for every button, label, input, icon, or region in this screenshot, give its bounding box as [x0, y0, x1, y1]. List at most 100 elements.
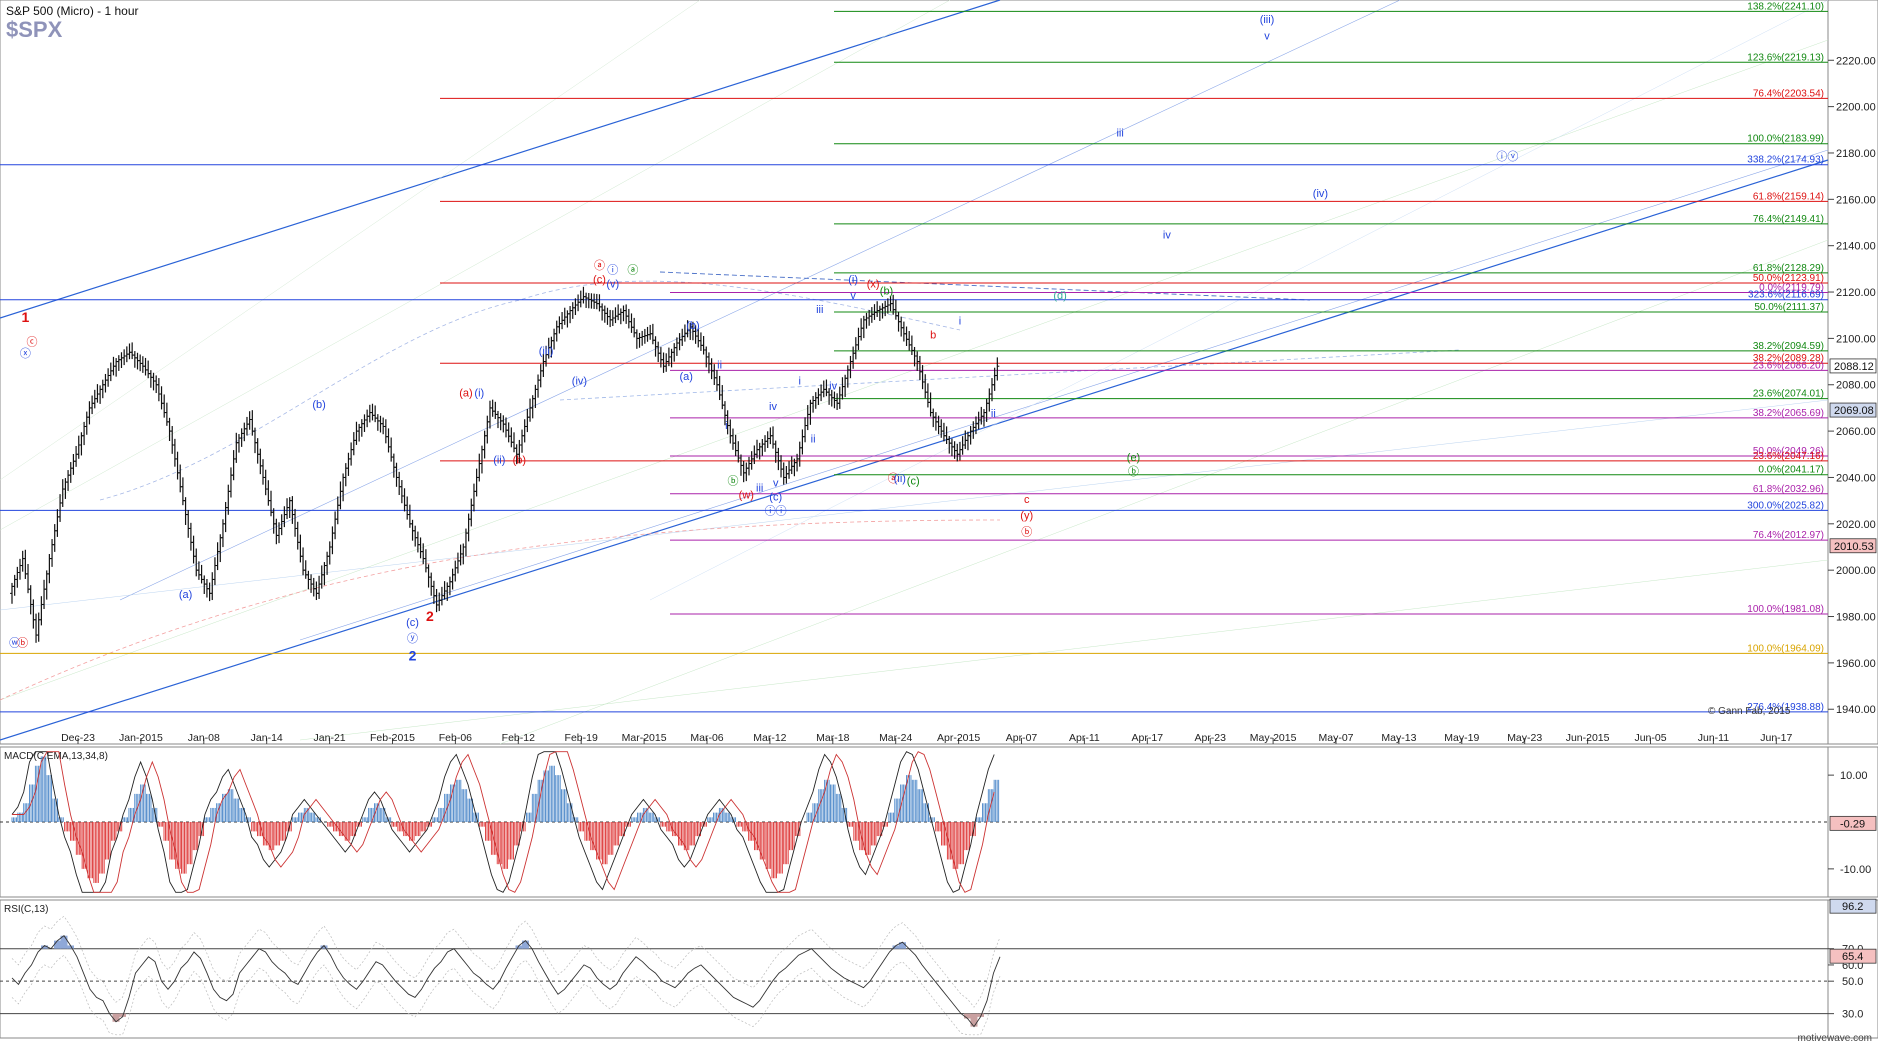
wave-label: (iv): [1313, 188, 1328, 200]
price-tick-label: 2100.00: [1836, 333, 1876, 345]
time-tick-label: May-23: [1507, 732, 1542, 744]
wave-label: (b): [312, 399, 325, 411]
wave-label: iv: [769, 401, 777, 413]
wave-label: (v): [606, 278, 619, 290]
time-tick-label: Apr-23: [1194, 732, 1226, 744]
price-tick-label: 2180.00: [1836, 148, 1876, 160]
time-tick-label: Jan-2015: [119, 732, 163, 744]
watermark: motivewave.com: [1797, 1033, 1872, 1044]
rsi-panel[interactable]: [0, 899, 1829, 1039]
wave-label: iii: [1116, 128, 1123, 140]
price-tick-label: 2040.00: [1836, 472, 1876, 484]
time-tick-label: Dec-23: [61, 732, 95, 744]
wave-label: (c): [593, 274, 606, 286]
fib-level-label: 23.6%(2086.20): [1753, 360, 1824, 371]
macd-title: MACD(C,EMA,13,34,8): [4, 751, 108, 762]
fib-level-label: 76.4%(2203.54): [1753, 88, 1824, 99]
time-tick-label: Mar-18: [816, 732, 849, 744]
trend-line: [659, 271, 1311, 301]
price-axis-box-label: 2088.12: [1834, 361, 1874, 373]
wave-label: (ii): [493, 455, 505, 467]
fib-level-label: 61.8%(2159.14): [1753, 191, 1824, 202]
time-tick-label: Jan-08: [188, 732, 220, 744]
wave-label: ⓐ: [627, 263, 638, 276]
fib-level-label: 76.4%(2149.41): [1753, 214, 1824, 225]
wave-label: 1: [21, 309, 29, 325]
wave-label: i: [799, 376, 801, 388]
chart-symbol: $SPX: [6, 17, 63, 42]
time-tick-label: Jun-05: [1634, 732, 1666, 744]
rsi-band-upper: [11, 915, 1001, 1008]
wave-label: ⓘ: [607, 263, 618, 276]
time-tick-label: May-07: [1318, 732, 1353, 744]
trend-line: [499, 239, 1829, 745]
wave-label: ⓘⓥ: [1496, 150, 1518, 163]
wave-label: (ii): [894, 473, 906, 485]
fib-level-label: 0.0%(2119.79): [1759, 283, 1824, 294]
wave-label: b: [930, 329, 936, 341]
wave-label: iv: [829, 380, 837, 392]
wave-label: c: [1024, 494, 1030, 506]
price-panel[interactable]: [0, 0, 1829, 745]
time-tick-label: Jan-21: [314, 732, 346, 744]
wave-label: (b): [513, 455, 526, 467]
macd-line: [11, 751, 995, 893]
price-tick-label: 2120.00: [1836, 287, 1876, 299]
wave-label: (e): [1127, 452, 1140, 464]
rsi-title: RSI(C,13): [4, 904, 48, 915]
time-tick-label: Feb-19: [565, 732, 598, 744]
fib-level-label: 100.0%(2183.99): [1747, 134, 1824, 145]
chart-title: S&P 500 (Micro) - 1 hour: [6, 4, 139, 18]
wave-label: 2: [426, 608, 434, 624]
time-tick-label: May-2015: [1250, 732, 1297, 744]
trend-line: [0, 0, 701, 481]
trend-line: [0, 0, 951, 531]
wave-label: (d): [1053, 290, 1066, 302]
price-tick-label: 1960.00: [1836, 658, 1876, 670]
fib-level-label: 338.2%(2174.93): [1747, 155, 1824, 166]
moving-average: [99, 280, 961, 501]
time-axis-ticks: Dec-23 Jan-2015 Jan-08 Jan-14 Jan-21 Feb-2015…: [61, 732, 1793, 744]
copyright: © Gann Fab, 2015: [1708, 706, 1791, 717]
wave-label: ii: [991, 408, 996, 420]
wave-label: i: [959, 315, 961, 327]
fib-level-label: 76.4%(2012.97): [1753, 530, 1824, 541]
wave-label: (iii): [539, 346, 554, 358]
wave-label: ⓑ: [727, 474, 738, 487]
price-axis-box-label: 2010.53: [1834, 541, 1874, 553]
wave-label: ⓒ: [27, 335, 38, 348]
price-axis-ticks: 2220.00 2200.00 2180.00 2160.00 2140.00 2120.…: [1828, 55, 1877, 716]
fib-level-label: 300.0%(2025.82): [1747, 500, 1824, 511]
fib-level-label: 276.4%(1938.88): [1747, 702, 1824, 713]
rsi-axis[interactable]: [1827, 899, 1878, 1039]
fib-level-label: 38.2%(2089.28): [1753, 353, 1824, 364]
wave-label: (c): [907, 475, 920, 487]
trend-line: [0, 0, 1001, 319]
wave-label: ii: [717, 360, 722, 372]
wave-label: (i): [474, 387, 484, 399]
price-axis-box: [1829, 538, 1877, 554]
wave-label: ⓦ: [9, 637, 20, 650]
price-axis-box: [1829, 358, 1877, 374]
fib-level-label: 100.0%(1964.09): [1747, 643, 1824, 654]
fib-level-label: 23.6%(2074.01): [1753, 389, 1824, 400]
wave-label: 2: [409, 648, 417, 664]
rsi-tick-label: 50.0: [1842, 976, 1863, 988]
moving-average: [0, 519, 1001, 701]
fib-level-label: 61.8%(2128.29): [1753, 263, 1824, 274]
wave-label: ⓑ: [17, 637, 28, 650]
price-tick-label: 2220.00: [1836, 55, 1876, 67]
fib-level-label: 38.2%(2065.69): [1753, 408, 1824, 419]
price-tick-label: 2000.00: [1836, 565, 1876, 577]
wave-label: (w): [739, 489, 754, 501]
time-tick-label: Apr-17: [1132, 732, 1164, 744]
wave-label: (b): [686, 320, 699, 332]
wave-label: iii: [816, 304, 823, 316]
time-tick-label: Mar-24: [879, 732, 912, 744]
time-tick-label: Jan-14: [251, 732, 283, 744]
wave-label: ⓑ: [1128, 465, 1139, 478]
time-tick-label: Feb-2015: [370, 732, 415, 744]
trend-line: [299, 149, 1829, 641]
